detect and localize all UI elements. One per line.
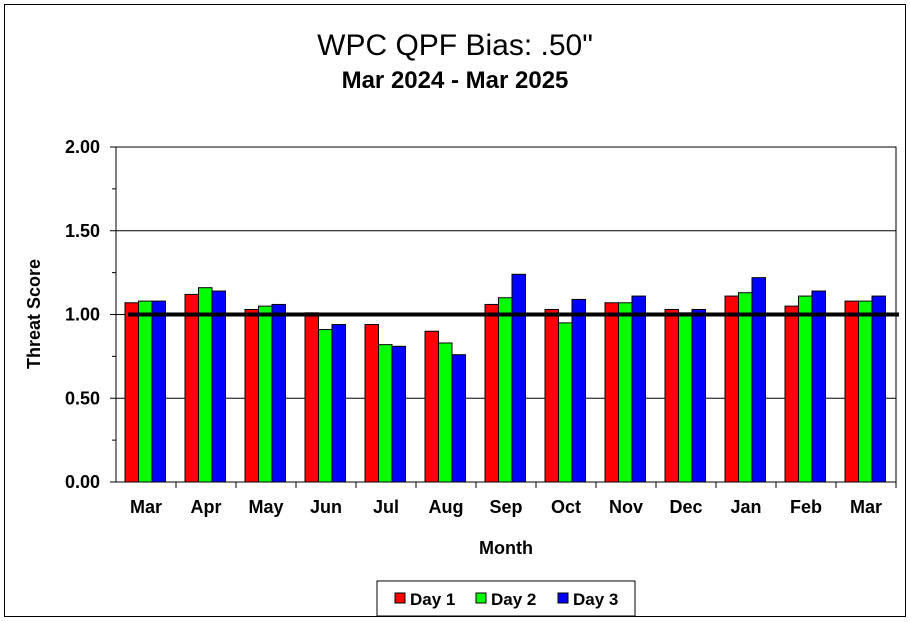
x-tick-label: Oct bbox=[551, 497, 581, 517]
bar-day-3 bbox=[151, 300, 166, 483]
bar-day-3 bbox=[271, 303, 286, 483]
bar-day-2 bbox=[258, 305, 273, 483]
bar-day-1 bbox=[124, 302, 139, 483]
legend: Day 1 Day 2 Day 3 bbox=[376, 580, 636, 617]
x-tick-label: Aug bbox=[429, 497, 464, 517]
x-tick-label: Feb bbox=[790, 497, 822, 517]
x-tick-label: Jan bbox=[730, 497, 761, 517]
bar-day-2 bbox=[198, 287, 213, 483]
x-tick-label: Sep bbox=[489, 497, 522, 517]
bar-day-1 bbox=[184, 293, 199, 483]
x-tick-label: Dec bbox=[669, 497, 702, 517]
bar-day-2 bbox=[318, 329, 333, 483]
bar-day-2 bbox=[858, 300, 873, 483]
y-axis-label: Threat Score bbox=[24, 259, 44, 369]
bar-day-1 bbox=[724, 295, 739, 483]
legend-box bbox=[376, 580, 636, 617]
x-tick-label: Jul bbox=[373, 497, 399, 517]
chart-subtitle: Mar 2024 - Mar 2025 bbox=[342, 67, 569, 94]
y-tick-label: 2.00 bbox=[65, 137, 100, 157]
bar-day-3 bbox=[511, 273, 526, 483]
bar-day-2 bbox=[738, 292, 753, 483]
plot-area: 0.00 0.50 1.00 1.50 2.00 Mar Apr May Jun Jul Aug Se… bbox=[65, 137, 899, 517]
bar-day-3 bbox=[451, 354, 466, 483]
legend-label: Day 2 bbox=[491, 590, 536, 609]
bar-day-3 bbox=[751, 277, 766, 483]
bar-day-2 bbox=[138, 300, 153, 483]
bar-day-1 bbox=[604, 302, 619, 483]
y-tick-label: 0.00 bbox=[65, 472, 100, 492]
y-tick-label: 1.00 bbox=[65, 305, 100, 325]
x-tick-label: Mar bbox=[130, 497, 162, 517]
x-tick-label: Mar bbox=[850, 497, 882, 517]
x-tick-label: Jun bbox=[310, 497, 342, 517]
bar-day-3 bbox=[811, 290, 826, 483]
bar-day-1 bbox=[544, 308, 559, 483]
y-tick-label: 0.50 bbox=[65, 388, 100, 408]
bar-day-2 bbox=[498, 297, 513, 483]
legend-swatch bbox=[394, 592, 406, 604]
legend-label: Day 1 bbox=[410, 590, 455, 609]
bar-day-3 bbox=[571, 298, 586, 483]
bar-day-3 bbox=[631, 295, 646, 483]
bar-day-2 bbox=[438, 342, 453, 483]
x-tick-label: Nov bbox=[609, 497, 643, 517]
bar-day-1 bbox=[424, 330, 439, 483]
bar-day-1 bbox=[304, 312, 319, 483]
bar-day-2 bbox=[798, 295, 813, 483]
bar-day-1 bbox=[244, 308, 259, 483]
bar-day-2 bbox=[678, 312, 693, 483]
bar-day-3 bbox=[391, 345, 406, 483]
legend-swatch bbox=[557, 592, 569, 604]
bar-day-3 bbox=[331, 324, 346, 483]
bar-day-2 bbox=[618, 302, 633, 483]
chart-title: WPC QPF Bias: .50" bbox=[317, 29, 593, 62]
x-axis-label: Month bbox=[479, 538, 533, 558]
bar-day-1 bbox=[664, 308, 679, 483]
legend-swatch bbox=[475, 592, 487, 604]
bar-day-1 bbox=[484, 303, 499, 483]
bar-day-3 bbox=[691, 308, 706, 483]
bar-day-1 bbox=[364, 324, 379, 483]
y-tick-label: 1.50 bbox=[65, 221, 100, 241]
bar-day-2 bbox=[378, 344, 393, 483]
bar-day-1 bbox=[784, 305, 799, 483]
bar-day-3 bbox=[211, 290, 226, 483]
x-tick-label: Apr bbox=[191, 497, 222, 517]
bar-day-1 bbox=[844, 300, 859, 483]
x-tick-label: May bbox=[248, 497, 283, 517]
legend-label: Day 3 bbox=[573, 590, 618, 609]
bar-day-2 bbox=[558, 322, 573, 483]
bar-day-3 bbox=[871, 295, 886, 483]
